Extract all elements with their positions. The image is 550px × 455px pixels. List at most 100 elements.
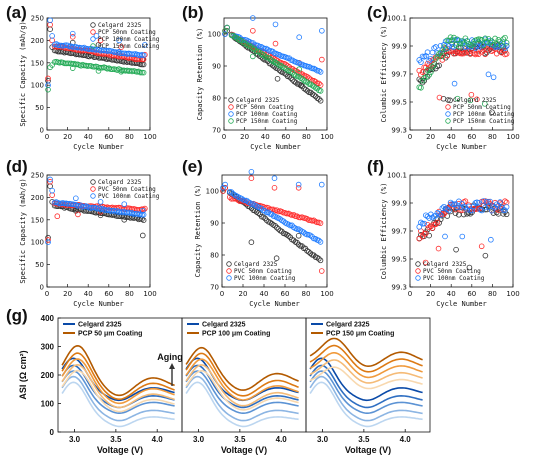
data-point [447, 34, 454, 41]
data-point [317, 239, 324, 245]
data-point [274, 76, 281, 82]
legend-marker [90, 193, 96, 199]
data-point [137, 69, 144, 76]
legend-label: PCP 150nm Coating [98, 43, 160, 50]
x-tick-label: 0 [45, 290, 49, 298]
data-point [293, 79, 299, 86]
data-point [97, 199, 104, 205]
data-point [248, 239, 255, 246]
data-point [490, 74, 497, 81]
data-point [423, 53, 429, 59]
data-point [95, 68, 102, 74]
plot-frame [46, 174, 151, 288]
x-tick-label: 100 [506, 290, 519, 298]
data-point [431, 45, 437, 51]
y-axis-title: Specific Capacity (mAh/g) [19, 178, 27, 283]
data-point [469, 42, 475, 49]
data-point [140, 69, 147, 76]
data-point [118, 68, 124, 75]
data-point [316, 255, 322, 262]
x-tick-label: 80 [125, 290, 134, 298]
legend-label: PVC 50nm Coating [98, 186, 156, 193]
x-tick-label: 80 [488, 133, 497, 141]
data-point [312, 66, 319, 73]
x-tick-label: 80 [488, 290, 497, 298]
legend-label: Celgard 2325 [423, 261, 467, 268]
x-axis-title: Cycle Number [436, 300, 487, 308]
data-point [437, 212, 444, 218]
x-tick-label: 0 [220, 290, 224, 298]
y-tick-label: 100 [41, 400, 55, 409]
y-tick-label: 150 [31, 216, 44, 224]
celgard-curve [61, 370, 175, 414]
data-point [295, 241, 302, 248]
pcp-curve [185, 352, 299, 397]
data-point [314, 254, 320, 261]
legend-marker [228, 97, 234, 103]
data-point [479, 207, 485, 214]
data-point [292, 213, 299, 219]
pcp-curve [61, 358, 175, 405]
data-point [93, 33, 100, 39]
data-point [428, 211, 434, 218]
y-tick-label: 150 [31, 59, 44, 67]
legend: Celgard 2325 PCP 100 μm Coating [187, 322, 270, 338]
data-point [426, 224, 432, 231]
data-point [222, 185, 228, 191]
data-point [316, 96, 322, 102]
y-tick-label: 90 [210, 220, 219, 228]
data-point [470, 40, 477, 47]
data-point [500, 207, 507, 213]
legend-label: PCP 100nm Coating [453, 111, 515, 118]
legend-label: PVC 100nm Coating [234, 275, 296, 282]
series-pc150 [222, 24, 324, 94]
data-point [295, 185, 302, 191]
data-point [139, 208, 146, 214]
data-point [470, 203, 477, 210]
x-tick-label: 60 [281, 290, 290, 298]
data-point [454, 95, 461, 102]
celgard-curve [309, 357, 423, 402]
legend-label: PVC 100nm Coating [98, 193, 160, 200]
chart-g: 0 100 200 300 400 ASI (Ω cm²) 3.0 3.5 4.0 Voltage… [18, 314, 431, 455]
data-point [314, 219, 320, 226]
y-axis-title: Columbic Efficiency (%) [380, 183, 388, 280]
pcp-curve [309, 359, 423, 384]
plot-frame [221, 174, 328, 288]
legend-marker [90, 29, 96, 35]
data-point [436, 94, 443, 101]
x-tick-label: 80 [302, 290, 311, 298]
data-point [69, 30, 76, 37]
data-point [500, 39, 507, 46]
data-point [45, 237, 51, 243]
pcp-curve [61, 363, 175, 409]
pcp-curve [185, 370, 299, 411]
legend-marker [226, 275, 232, 281]
data-point [250, 15, 256, 21]
x-tick-label: 20 [426, 133, 435, 141]
x-tick-label: 20 [63, 133, 72, 141]
x-tick-label: 20 [240, 133, 249, 141]
data-point [53, 41, 60, 47]
data-point [418, 78, 424, 84]
data-point [255, 210, 262, 216]
data-point [492, 35, 498, 42]
data-point [270, 206, 277, 213]
data-point [49, 187, 55, 194]
data-point [276, 62, 283, 69]
data-point [140, 52, 147, 59]
pcp-curve [185, 364, 299, 407]
data-point [454, 36, 460, 43]
y-tick-label: 99.3 [391, 127, 407, 135]
data-point [446, 37, 452, 44]
data-point [453, 246, 459, 253]
legend-marker [445, 97, 451, 103]
aging-annotation: Aging [157, 352, 183, 362]
chart-c: 0 20 40 60 80 100 99.3 99.5 99.7 99.9 100.1 Cycle N… [380, 15, 520, 152]
data-point [317, 97, 324, 104]
